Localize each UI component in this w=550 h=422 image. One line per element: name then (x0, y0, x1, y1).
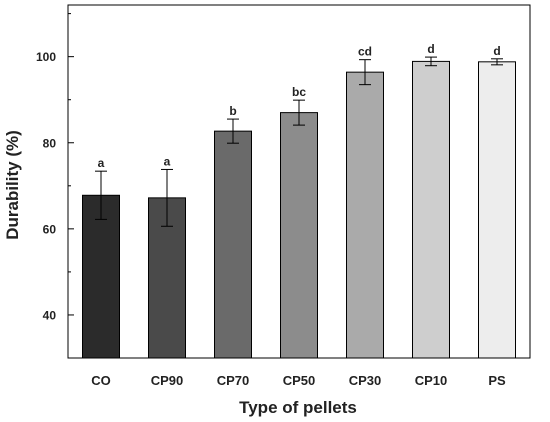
x-axis-label: Type of pellets (239, 398, 357, 417)
x-tick-label: CP70 (217, 373, 250, 388)
significance-letter: b (229, 104, 236, 118)
bar (478, 61, 516, 359)
bar (82, 194, 120, 359)
y-tick-label: 60 (43, 222, 57, 236)
x-axis-ticks: CO CP90 CP70 CP50 CP30 CP10 PS (91, 373, 506, 388)
significance-letters-layer: a a b bc cd d d (98, 42, 501, 170)
y-axis-label: Durability (%) (3, 130, 22, 240)
y-tick-label: 40 (43, 308, 57, 322)
y-tick-label: 100 (36, 50, 56, 64)
y-axis-ticks: 40 60 80 100 (36, 13, 74, 322)
bar (346, 71, 384, 359)
significance-letter: cd (358, 45, 372, 59)
significance-letter: bc (292, 85, 306, 99)
bar (280, 112, 318, 359)
x-tick-label: PS (488, 373, 506, 388)
significance-letter: a (164, 154, 171, 168)
bar (214, 130, 252, 359)
significance-letter: d (493, 44, 500, 58)
x-tick-label: CP90 (151, 373, 184, 388)
x-tick-label: CP10 (415, 373, 448, 388)
significance-letter: a (98, 156, 105, 170)
bar (412, 60, 450, 359)
significance-letter: d (427, 42, 434, 56)
error-bars-layer (95, 56, 503, 227)
bars-layer (82, 60, 516, 359)
y-tick-label: 80 (43, 136, 57, 150)
plot-frame (67, 4, 531, 359)
x-tick-label: CP30 (349, 373, 382, 388)
x-tick-label: CP50 (283, 373, 316, 388)
x-tick-label: CO (91, 373, 111, 388)
